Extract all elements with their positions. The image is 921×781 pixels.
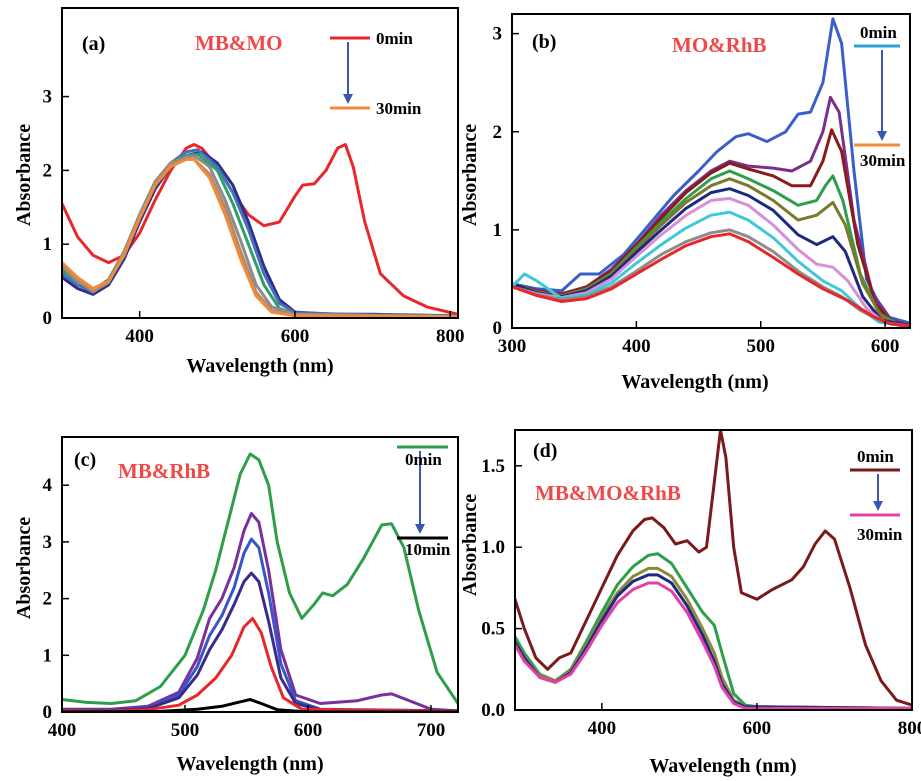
- y-tick-label: 1: [43, 234, 53, 255]
- y-tick-label: 3: [43, 532, 53, 553]
- plot-frame: [511, 13, 911, 329]
- x-tick-label: 500: [747, 336, 776, 357]
- legend-arrow-head: [873, 501, 883, 511]
- legend-start-label: 0min: [857, 447, 894, 466]
- panel-label: (b): [532, 31, 556, 53]
- series-group: [512, 17, 910, 328]
- legend-end-label: 10min: [405, 540, 451, 559]
- plot-frame: [514, 429, 913, 711]
- y-tick-label: 0: [43, 702, 53, 723]
- x-tick-label: 800: [898, 718, 921, 739]
- legend-end-label: 30min: [376, 99, 422, 118]
- series-line-6: [512, 187, 910, 328]
- x-tick-label: 800: [436, 326, 465, 347]
- series-line-4: [62, 571, 458, 712]
- x-tick-label: 400: [588, 718, 617, 739]
- legend-arrow-head: [415, 524, 425, 534]
- y-tick-label: 1: [493, 220, 503, 241]
- y-axis-title: Absorbance: [13, 517, 35, 619]
- y-tick-label: 2: [43, 589, 53, 610]
- series-group: [62, 452, 458, 712]
- y-tick-label: 1.0: [481, 537, 505, 558]
- legend-start-label: 0min: [860, 23, 897, 42]
- series-line-7: [62, 157, 458, 318]
- chart-panel-c: 400 500 600 700 0 1 2 3 4 Wavelength (nm) Absorban…: [13, 436, 459, 775]
- x-tick-label: 600: [281, 326, 310, 347]
- x-tick-label: 400: [48, 720, 77, 741]
- series-line-2: [515, 552, 912, 710]
- legend-start-label: 0min: [376, 29, 413, 48]
- legend-arrow-head: [343, 94, 353, 104]
- x-axis-title: Wavelength (nm): [621, 371, 768, 393]
- series-group: [515, 430, 912, 710]
- x-axis-title: Wavelength (nm): [176, 753, 323, 775]
- panel-label: (d): [533, 440, 557, 462]
- y-axis-title: Absorbance: [459, 124, 481, 226]
- x-tick-label: 600: [871, 336, 900, 357]
- legend: 0min 10min: [397, 445, 451, 559]
- series-line-1: [62, 452, 458, 705]
- y-tick-label: 1: [43, 645, 53, 666]
- y-tick-label: 1.5: [481, 456, 505, 477]
- legend: 0min 30min: [330, 29, 422, 118]
- y-tick-label: 2: [43, 160, 53, 181]
- x-tick-label: 400: [125, 326, 154, 347]
- y-tick-label: 0: [493, 318, 503, 339]
- series-line-3: [515, 566, 912, 710]
- x-tick-label: 300: [498, 336, 527, 357]
- legend-start-label: 0min: [405, 450, 442, 469]
- series-group: [62, 143, 458, 318]
- y-tick-label: 0: [43, 308, 53, 329]
- chart-panel-a: 400 600 800 0 1 2 3 Wavelength (nm) Absorbance (a…: [13, 7, 465, 377]
- legend-end-label: 30min: [860, 151, 906, 170]
- x-tick-label: 500: [171, 720, 200, 741]
- panel-title: MB&MO: [195, 31, 282, 55]
- x-tick-label: 600: [294, 720, 323, 741]
- y-axis-title: Absorbance: [13, 124, 35, 226]
- legend-arrow-head: [877, 131, 887, 141]
- plot-frame: [61, 436, 459, 713]
- y-tick-label: 0.5: [481, 619, 505, 640]
- x-tick-label: 600: [743, 718, 772, 739]
- panel-title: MO&RhB: [672, 33, 767, 57]
- chart-panel-b: 300 400 500 600 0 1 2 3 Wavelength (nm) Absorbanc…: [459, 13, 911, 393]
- legend: 0min 30min: [854, 23, 906, 170]
- panel-title: MB&RhB: [118, 459, 210, 483]
- legend-end-label: 30min: [857, 525, 903, 544]
- panel-label: (a): [82, 33, 105, 55]
- x-tick-label: 400: [622, 336, 651, 357]
- x-axis-title: Wavelength (nm): [649, 755, 796, 777]
- panel-title: MB&MO&RhB: [535, 481, 681, 505]
- series-line-7: [512, 197, 910, 328]
- series-line-2: [62, 512, 458, 712]
- series-line-3: [62, 537, 458, 712]
- y-tick-label: 3: [43, 87, 53, 108]
- series-line-1: [512, 17, 910, 325]
- series-line-1: [515, 430, 912, 707]
- series-line-6: [62, 698, 458, 712]
- legend: 0min 30min: [850, 447, 903, 544]
- y-tick-label: 4: [43, 475, 53, 496]
- series-line-5: [512, 177, 910, 328]
- plot-frame: [61, 7, 459, 319]
- y-tick-label: 0.0: [481, 700, 505, 721]
- panel-label: (c): [74, 449, 96, 471]
- series-line-5: [62, 616, 458, 712]
- y-tick-label: 2: [493, 122, 503, 143]
- x-tick-label: 700: [417, 720, 446, 741]
- x-axis-title: Wavelength (nm): [186, 355, 333, 377]
- series-line-5: [515, 581, 912, 710]
- series-line-10: [512, 232, 910, 328]
- series-line-3: [512, 128, 910, 327]
- y-tick-label: 3: [493, 24, 503, 45]
- y-axis-title: Absorbance: [459, 494, 481, 596]
- chart-panel-d: 400 600 800 0.0 0.5 1.0 1.5 Wavelength (nm) Abso…: [459, 429, 921, 777]
